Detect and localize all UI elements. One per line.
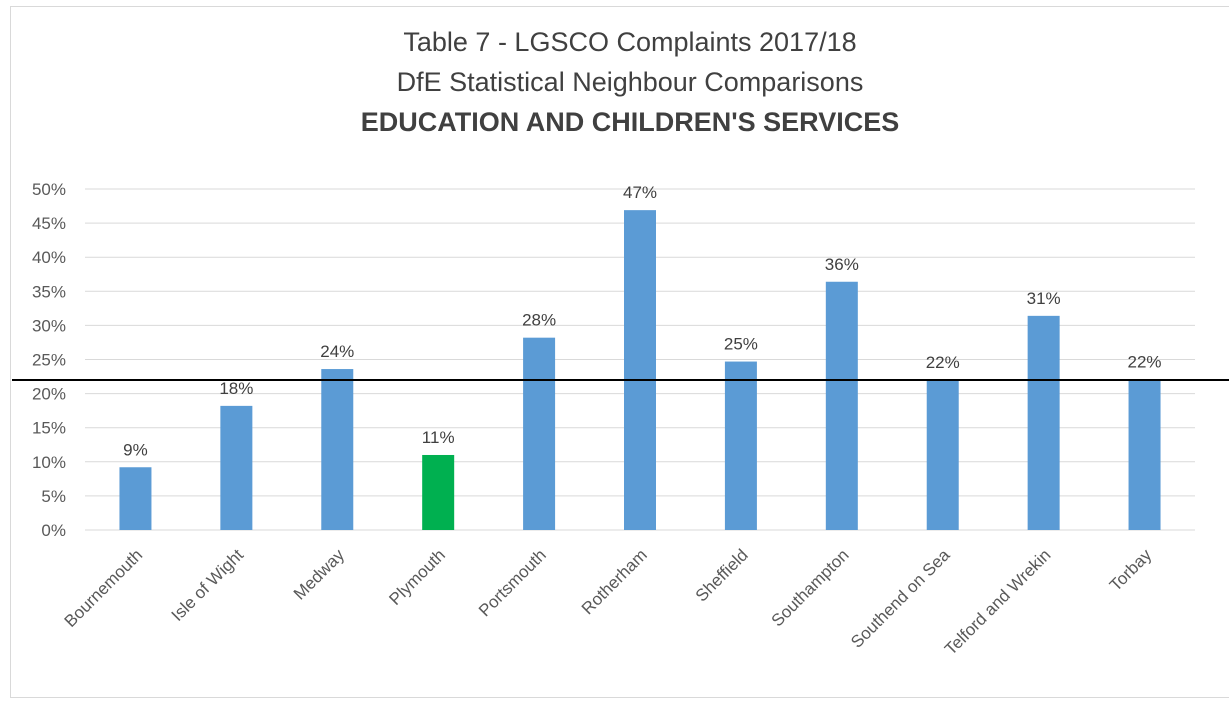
x-tick-label: Rotherham [578,545,651,618]
y-tick-label: 50% [32,180,66,199]
data-label: 24% [320,342,354,361]
bar [624,210,656,530]
y-tick-label: 10% [32,453,66,472]
x-tick-label: Medway [290,545,349,604]
y-tick-label: 35% [32,282,66,301]
data-label: 22% [1128,352,1162,371]
y-tick-label: 40% [32,248,66,267]
bar [523,337,556,530]
bar [422,454,455,530]
y-tick-label: 0% [41,521,66,540]
bar [1027,315,1060,530]
bar [220,405,253,530]
bar [825,281,858,530]
x-tick-label: Isle of Wight [168,545,248,625]
data-label: 31% [1027,289,1061,308]
x-tick-label: Plymouth [385,545,449,609]
bar [1128,379,1161,530]
y-tick-label: 30% [32,316,66,335]
data-label: 36% [825,255,859,274]
bar [321,369,354,530]
bar [926,379,959,530]
data-label: 25% [724,335,758,354]
chart-title: Table 7 - LGSCO Complaints 2017/18 DfE S… [0,22,1231,142]
bar [119,467,152,530]
bar [724,361,757,530]
chart-title-line-3: EDUCATION AND CHILDREN'S SERVICES [360,107,900,137]
chart-frame [10,6,1229,698]
y-tick-label: 20% [32,385,66,404]
y-tick-label: 25% [32,351,66,370]
data-label: 28% [522,311,556,330]
y-tick-label: 15% [32,419,66,438]
x-tick-label: Telford and Wrekin [941,545,1054,658]
data-label: 11% [422,428,455,447]
data-label: 18% [219,379,253,398]
y-tick-label: 5% [41,487,66,506]
chart-title-line-2: DfE Statistical Neighbour Comparisons [396,67,864,97]
data-label: 47% [623,183,657,202]
data-label: 22% [926,353,960,372]
data-label: 9% [123,440,148,459]
y-tick-label: 45% [32,214,66,233]
x-tick-label: Southampton [768,545,853,630]
x-tick-label: Portsmouth [475,545,550,620]
x-tick-label: Torbay [1106,545,1156,595]
x-tick-label: Southend on Sea [847,545,954,652]
chart-title-line-1: Table 7 - LGSCO Complaints 2017/18 [403,27,857,57]
x-tick-label: Bournemouth [61,545,147,631]
x-tick-label: Sheffield [692,545,752,605]
